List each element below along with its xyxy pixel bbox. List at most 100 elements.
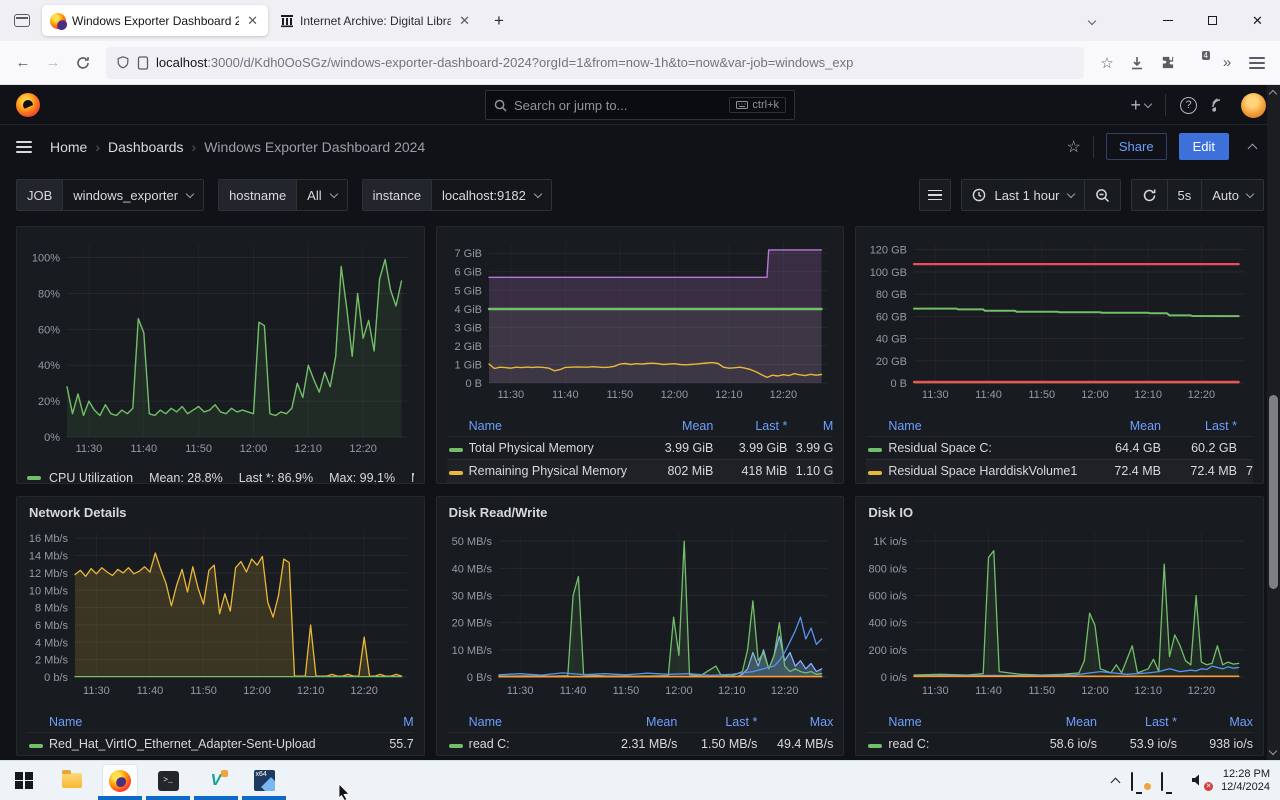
legend-row[interactable]: Residual Space HarddiskVolume1 72.4 MB 72.… [866,459,1253,482]
app-v-button[interactable]: V [198,764,234,798]
display-notification-icon[interactable] [1131,771,1152,791]
legend-series-name[interactable]: read C: [468,737,510,751]
new-tab-button[interactable]: + [494,10,504,30]
user-avatar[interactable] [1241,92,1266,118]
legend-row[interactable]: read HarddiskVolume10 B/s0 B/s0 B/s [447,755,834,756]
legend-header-stat[interactable]: Mean [1065,714,1097,729]
collapse-toolbar-icon[interactable] [1247,143,1258,154]
favorite-star-icon[interactable]: ☆ [1066,138,1081,156]
network-icon[interactable] [1161,771,1179,791]
legend-row[interactable]: Total Space C:107 GB107 GB [866,482,1253,483]
legend-header-stat[interactable]: Mean [682,418,714,433]
tab-grafana[interactable]: Windows Exporter Dashboard 2 ✕ [42,5,268,36]
panel-title[interactable]: Disk IO [868,505,914,520]
panel-list-button[interactable] [919,179,952,211]
page-scrollbar[interactable] [1267,85,1280,760]
memory-legend[interactable]: Name Mean Last * M Total Physical Memory 3.99… [446,415,834,483]
variable-instance[interactable]: instance localhost:9182 [361,179,552,211]
volume-muted-icon[interactable]: ✕ [1191,773,1214,791]
disk-space-legend[interactable]: Name Mean Last * Residual Space C: 64.4 GB 60… [866,415,1253,483]
terminal-button[interactable]: >_ [150,764,186,798]
installer-x64-button[interactable]: x64 [246,764,282,798]
tab-close-icon[interactable]: ✕ [247,12,258,28]
edit-button[interactable]: Edit [1178,133,1229,160]
legend-header-stat[interactable]: Max [809,714,834,729]
scroll-down-icon[interactable] [1268,746,1278,756]
legend-header-stat[interactable]: M [822,418,834,433]
share-button[interactable]: Share [1105,133,1167,160]
legend-header-name[interactable]: Name [888,714,922,729]
list-all-tabs-icon[interactable] [1087,16,1097,25]
legend-row[interactable]: Remaining Physical Memory 802 MiB 418 MiB 1… [446,459,834,482]
legend-header-stat[interactable]: Last * [1145,714,1177,729]
legend-row[interactable]: read HarddiskVolume10 io/s0 io/s0 io/s [866,755,1253,756]
cpu-legend[interactable]: CPU Utilization Mean: 28.8% Last *: 86.9% M… [27,471,414,483]
add-button[interactable]: + [1130,95,1153,116]
legend-header-stat[interactable]: Mean [1129,418,1161,433]
firefox-button[interactable] [102,763,138,798]
scroll-up-icon[interactable] [1268,89,1278,99]
variable-job[interactable]: JOB windows_exporter [16,179,205,211]
news-signal-icon[interactable] [1211,97,1227,113]
legend-row[interactable]: Residual Space C: 64.4 GB 60.2 GB [866,436,1253,459]
ublock-button[interactable]: 4 [1182,48,1212,78]
legend-header-name[interactable]: Name [468,418,502,433]
disk-io-chart[interactable]: 0 io/s 200 io/s 400 io/s 600 io/s 800 io/s 1K… [866,525,1253,706]
tab-close-icon[interactable]: ✕ [459,12,470,28]
legend-header-stat[interactable]: M [403,714,414,729]
memory-chart[interactable]: 0 B 1 GiB 2 GiB 3 GiB 4 GiB 5 GiB 6 GiB 7 GiB 11… [447,233,834,410]
search-box[interactable]: Search or jump to... ctrl+k [485,90,795,120]
legend-series-name[interactable]: Residual Space C: [888,441,992,455]
scrollbar-thumb[interactable] [1269,395,1278,589]
tab-internet-archive[interactable]: Internet Archive: Digital Library ✕ [272,5,480,36]
grafana-logo[interactable] [16,92,40,117]
time-picker[interactable]: Last 1 hour [961,179,1121,211]
legend-row[interactable]: read C: 2.31 MB/s 1.50 MB/s 49.4 MB/s [446,732,834,755]
legend-header-name[interactable]: Name [888,418,922,433]
disk-space-chart[interactable]: 0 B 20 GB 40 GB 60 GB 80 GB 100 GB 120 GB 11:30… [866,233,1253,410]
panel-title[interactable]: Network Details [29,505,127,520]
close-button[interactable]: ✕ [1252,12,1263,28]
panel-title[interactable]: Disk Read/Write [448,505,548,520]
downloads-button[interactable] [1122,48,1152,78]
overflow-menu-button[interactable]: » [1222,54,1232,71]
bookmark-star-icon[interactable]: ☆ [1100,54,1114,72]
tray-overflow-icon[interactable] [1110,777,1121,788]
extensions-button[interactable] [1152,48,1182,78]
help-icon[interactable]: ? [1180,96,1197,114]
disk-io-legend[interactable]: Name Mean Last * Max read C: 58.6 io/s 53.9 io… [866,711,1253,756]
refresh-button[interactable] [1132,180,1167,210]
minimize-button[interactable] [1145,1,1190,41]
legend-series-name[interactable]: Remaining Physical Memory [468,464,628,478]
disk-rw-chart[interactable]: 0 B/s 10 MB/s 20 MB/s 30 MB/s 40 MB/s 50 MB/s… [447,525,834,706]
legend-series-name[interactable]: Red_Hat_VirtIO_Ethernet_Adapter-Sent-Upl… [49,737,316,751]
start-button[interactable] [6,764,42,798]
app-menu-button[interactable] [1242,48,1272,78]
legend-series-name[interactable]: Residual Space HarddiskVolume1 [888,464,1078,478]
disk-rw-legend[interactable]: Name Mean Last * Max read C: 2.31 MB/s 1.50 MB… [446,711,834,756]
legend-row[interactable]: Red_Hat_VirtIO_Ethernet_Adapter-Sent-Upl… [27,732,414,755]
legend-header-stat[interactable]: Last * [725,714,758,729]
firefox-view-button[interactable] [8,7,36,35]
zoom-out-button[interactable] [1085,180,1120,210]
legend-header-stat[interactable]: Max [1229,714,1253,729]
network-chart[interactable]: 0 b/s 2 Mb/s 4 Mb/s 6 Mb/s 8 Mb/s 10 Mb/s 12 M… [27,525,414,706]
variable-hostname[interactable]: hostname All [218,179,348,211]
refresh-controls[interactable]: 5s Auto [1130,179,1264,211]
network-legend[interactable]: Name M Red_Hat_VirtIO_Ethernet_Adapter-Sen… [27,711,414,755]
file-explorer-button[interactable] [54,764,90,798]
legend-series-name[interactable]: Total Physical Memory [468,441,594,455]
legend-row[interactable]: read C: 58.6 io/s 53.9 io/s 938 io/s [866,732,1253,755]
reload-button[interactable] [68,48,98,78]
forward-button[interactable]: → [45,54,61,71]
refresh-interval[interactable]: 5s [1177,187,1192,203]
refresh-mode[interactable]: Auto [1202,180,1263,210]
legend-series-name[interactable]: read C: [888,737,930,751]
breadcrumb-home[interactable]: Home [50,138,88,155]
url-bar[interactable]: localhost:3000/d/Kdh0OoSGz/windows-expor… [106,46,1084,79]
legend-header-stat[interactable]: Last * [755,418,788,433]
page-info-icon[interactable] [137,55,149,70]
maximize-button[interactable] [1190,1,1235,41]
legend-header-name[interactable]: Name [49,714,83,729]
